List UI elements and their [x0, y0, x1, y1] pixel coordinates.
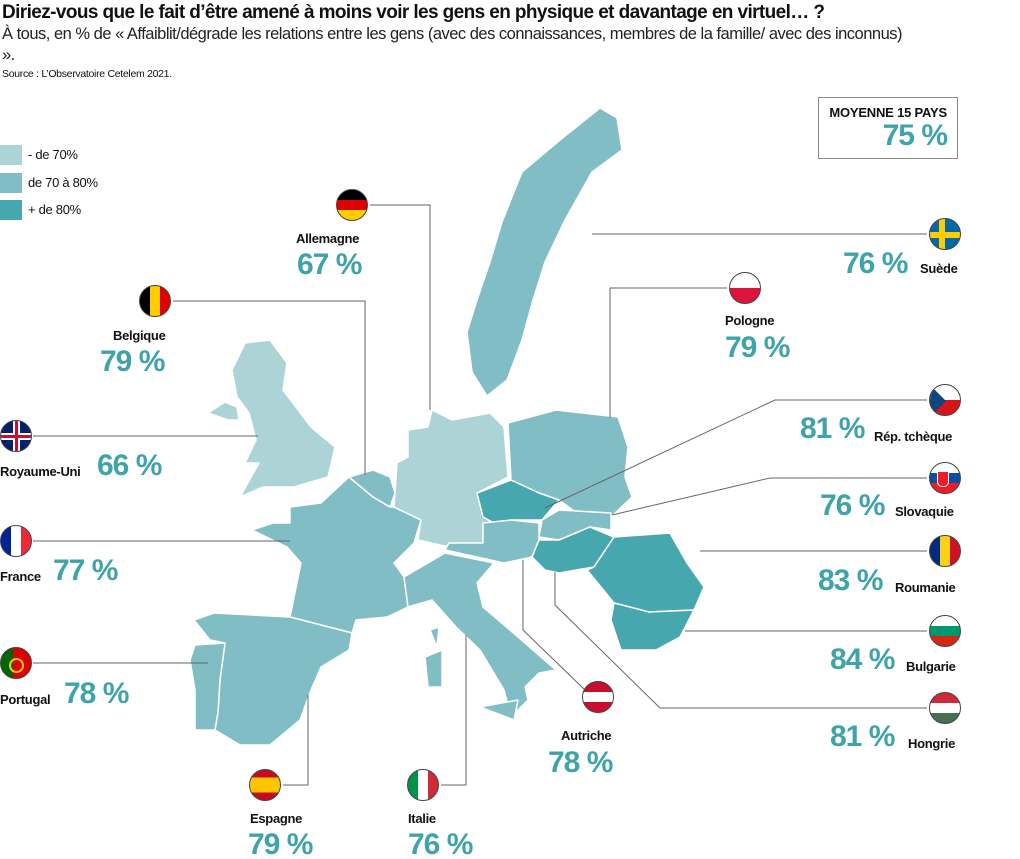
- country-pct-italy: 76 %: [408, 828, 473, 859]
- flag-spain-icon: [249, 769, 281, 801]
- country-pct-uk: 66 %: [97, 449, 162, 482]
- country-name-bulgaria: Bulgarie: [906, 659, 956, 674]
- country-name-france: France: [0, 569, 41, 584]
- country-name-romania: Roumanie: [895, 580, 956, 595]
- flag-germany-icon: [336, 189, 368, 221]
- country-pct-france: 77 %: [53, 554, 118, 587]
- flag-slovakia-icon: [929, 462, 961, 494]
- country-name-italy: Italie: [408, 811, 436, 826]
- country-pct-poland: 79 %: [725, 331, 790, 364]
- flag-uk-icon: [0, 420, 32, 452]
- average-label: MOYENNE 15 PAYS: [829, 105, 947, 120]
- flag-italy-icon: [407, 769, 439, 801]
- country-ireland: [207, 401, 240, 421]
- legend-swatch-mid: [0, 173, 22, 193]
- country-austria: [444, 519, 540, 564]
- country-slovakia: [538, 509, 612, 541]
- country-pct-sweden: 76 %: [843, 247, 908, 280]
- legend-swatch-low: [0, 145, 22, 165]
- flag-czechia-icon: [929, 384, 961, 416]
- country-name-germany: Allemagne: [296, 231, 360, 246]
- flag-portugal-icon: [0, 647, 32, 679]
- average-value: 75 %: [882, 119, 948, 152]
- legend-label-mid: de 70 à 80%: [28, 175, 98, 190]
- country-pct-belgium: 79 %: [100, 345, 165, 378]
- country-name-slovakia: Slovaquie: [895, 504, 954, 519]
- country-name-czechia: Rép. tchèque: [874, 429, 953, 444]
- legend-label-low: - de 70%: [28, 147, 78, 162]
- flag-austria-icon: [582, 681, 614, 713]
- chart-title: Diriez-vous que le fait d’être amené à m…: [2, 2, 825, 23]
- chart-subtitle: À tous, en % de « Affaiblit/dégrade les …: [2, 25, 902, 64]
- flag-hungary-icon: [929, 692, 961, 724]
- island-sicily: [479, 699, 519, 721]
- average-box: MOYENNE 15 PAYS 75 %: [818, 97, 958, 159]
- country-pct-spain: 79 %: [248, 828, 313, 859]
- country-portugal: [189, 642, 226, 731]
- flag-romania-icon: [929, 535, 961, 567]
- legend-swatch-high: [0, 200, 22, 220]
- country-name-austria: Autriche: [561, 728, 612, 743]
- flag-sweden-icon: [929, 218, 961, 250]
- flag-bulgaria-icon: [929, 615, 961, 647]
- country-name-portugal: Portugal: [0, 692, 51, 707]
- country-name-sweden: Suède: [920, 261, 958, 276]
- country-pct-czechia: 81 %: [800, 412, 865, 445]
- island-sardinia: [424, 649, 443, 688]
- country-name-belgium: Belgique: [113, 328, 166, 343]
- country-uk: [231, 339, 336, 498]
- flag-france-icon: [0, 525, 32, 557]
- country-pct-hungary: 81 %: [830, 720, 895, 753]
- country-pct-slovakia: 76 %: [820, 489, 885, 522]
- country-name-uk: Royaume-Uni: [0, 464, 81, 479]
- island-corsica: [429, 626, 440, 648]
- country-pct-austria: 78 %: [548, 746, 613, 779]
- country-pct-bulgaria: 84 %: [830, 643, 895, 676]
- leader-lines: [33, 204, 927, 786]
- country-pct-germany: 67 %: [297, 248, 362, 281]
- country-pct-portugal: 78 %: [64, 677, 129, 710]
- country-italy: [403, 552, 557, 718]
- country-sweden: [466, 107, 623, 397]
- country-name-poland: Pologne: [725, 313, 775, 328]
- legend-label-high: + de 80%: [28, 202, 81, 217]
- country-pct-romania: 83 %: [818, 564, 883, 597]
- country-name-spain: Espagne: [250, 811, 303, 826]
- source-note: Source : L’Observatoire Cetelem 2021.: [2, 68, 172, 80]
- country-name-hungary: Hongrie: [908, 736, 956, 751]
- flag-belgium-icon: [139, 285, 171, 317]
- country-bulgaria: [610, 602, 695, 651]
- flag-poland-icon: [729, 272, 761, 304]
